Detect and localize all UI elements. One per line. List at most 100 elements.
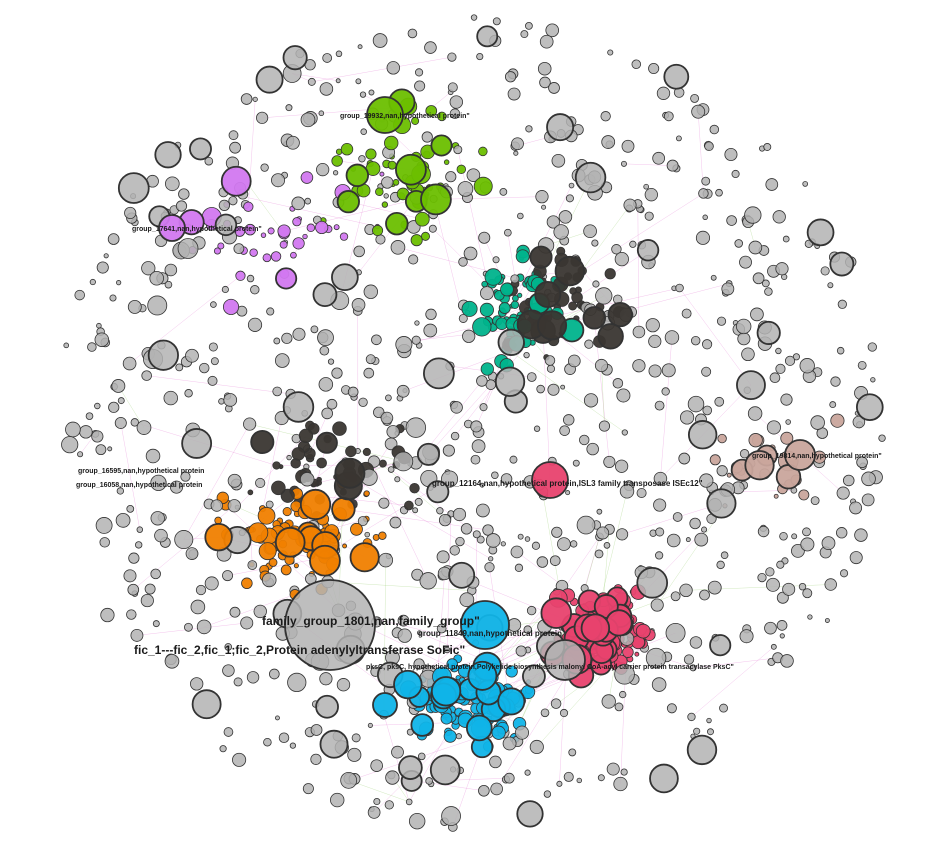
node-dark[interactable]: [250, 429, 275, 455]
node-default[interactable]: [458, 257, 468, 267]
node-default[interactable]: [598, 420, 611, 432]
node-default[interactable]: [480, 286, 494, 301]
node-default[interactable]: [526, 605, 537, 616]
node-purple[interactable]: [220, 165, 252, 197]
node-default[interactable]: [867, 342, 877, 352]
node-default[interactable]: [779, 633, 785, 639]
node-dark[interactable]: [604, 268, 616, 280]
node-default[interactable]: [665, 623, 686, 643]
node-default[interactable]: [130, 418, 139, 427]
node-default[interactable]: [195, 584, 207, 596]
node-default[interactable]: [849, 551, 863, 565]
node-purple[interactable]: [222, 298, 240, 315]
node-default[interactable]: [145, 448, 161, 464]
node-default[interactable]: [150, 511, 165, 526]
node-dark[interactable]: [247, 489, 254, 496]
node-default[interactable]: [363, 284, 379, 299]
node-default[interactable]: [441, 806, 461, 826]
node-default[interactable]: [689, 664, 697, 672]
node-blue[interactable]: [443, 729, 457, 743]
node-default[interactable]: [319, 345, 330, 356]
node-orange[interactable]: [268, 558, 278, 567]
node-default[interactable]: [549, 555, 561, 566]
node-default[interactable]: [648, 334, 662, 348]
node-default[interactable]: [210, 499, 224, 512]
node-purple[interactable]: [315, 220, 329, 235]
node-default[interactable]: [94, 402, 101, 410]
node-default[interactable]: [405, 417, 427, 438]
node-purple[interactable]: [292, 217, 302, 227]
node-default[interactable]: [653, 471, 668, 486]
node-default[interactable]: [830, 376, 841, 387]
node-blue[interactable]: [440, 712, 453, 725]
node-default[interactable]: [470, 454, 481, 465]
node-default[interactable]: [806, 218, 835, 247]
node-default[interactable]: [271, 173, 286, 188]
node-default[interactable]: [100, 607, 115, 623]
node-default[interactable]: [163, 390, 178, 406]
node-default[interactable]: [517, 212, 524, 220]
node-default[interactable]: [537, 61, 552, 76]
node-default[interactable]: [457, 181, 474, 197]
node-default[interactable]: [836, 486, 850, 500]
node-default[interactable]: [462, 329, 476, 343]
node-default[interactable]: [497, 328, 525, 356]
node-blue[interactable]: [446, 658, 458, 670]
node-default[interactable]: [485, 533, 501, 548]
node-default[interactable]: [278, 732, 290, 743]
node-default[interactable]: [664, 330, 680, 345]
node-default[interactable]: [232, 752, 247, 767]
node-default[interactable]: [693, 727, 701, 735]
node-default[interactable]: [499, 188, 508, 196]
node-default[interactable]: [266, 307, 275, 316]
node-default[interactable]: [423, 323, 438, 338]
node-default[interactable]: [165, 176, 180, 192]
node-default[interactable]: [476, 375, 488, 387]
node-default[interactable]: [878, 434, 886, 442]
node-default[interactable]: [246, 274, 255, 283]
node-default[interactable]: [546, 113, 575, 142]
node-default[interactable]: [292, 327, 306, 341]
node-default[interactable]: [678, 452, 691, 465]
node-default[interactable]: [460, 523, 473, 535]
node-default[interactable]: [144, 583, 156, 595]
node-default[interactable]: [340, 771, 358, 789]
node-default[interactable]: [494, 366, 526, 397]
node-default[interactable]: [614, 702, 624, 712]
node-default[interactable]: [522, 664, 546, 689]
node-default[interactable]: [419, 572, 437, 590]
node-default[interactable]: [702, 405, 713, 416]
node-default[interactable]: [707, 728, 714, 736]
node-default[interactable]: [546, 215, 560, 229]
node-default[interactable]: [560, 384, 566, 390]
node-default[interactable]: [514, 563, 524, 572]
node-default[interactable]: [491, 471, 499, 480]
node-default[interactable]: [274, 715, 280, 721]
node-default[interactable]: [761, 279, 770, 288]
node-default[interactable]: [436, 623, 447, 634]
node-default[interactable]: [210, 357, 219, 366]
node-default[interactable]: [335, 78, 341, 84]
node-default[interactable]: [544, 355, 556, 366]
node-default[interactable]: [691, 104, 706, 119]
node-default[interactable]: [372, 33, 388, 48]
node-default[interactable]: [699, 589, 710, 601]
node-green[interactable]: [345, 163, 369, 188]
node-default[interactable]: [663, 111, 674, 122]
node-orange[interactable]: [299, 488, 332, 521]
node-default[interactable]: [476, 503, 490, 518]
node-default[interactable]: [436, 507, 444, 515]
node-default[interactable]: [407, 28, 418, 39]
node-default[interactable]: [765, 567, 775, 577]
node-default[interactable]: [507, 87, 521, 101]
node-default[interactable]: [551, 526, 563, 538]
node-default[interactable]: [721, 282, 735, 296]
node-default[interactable]: [516, 800, 544, 828]
node-default[interactable]: [417, 752, 426, 761]
node-default[interactable]: [353, 245, 365, 258]
node-default[interactable]: [615, 528, 629, 541]
node-pink[interactable]: [540, 597, 572, 629]
node-default[interactable]: [737, 332, 751, 346]
node-default[interactable]: [371, 334, 382, 346]
node-default[interactable]: [756, 320, 781, 345]
